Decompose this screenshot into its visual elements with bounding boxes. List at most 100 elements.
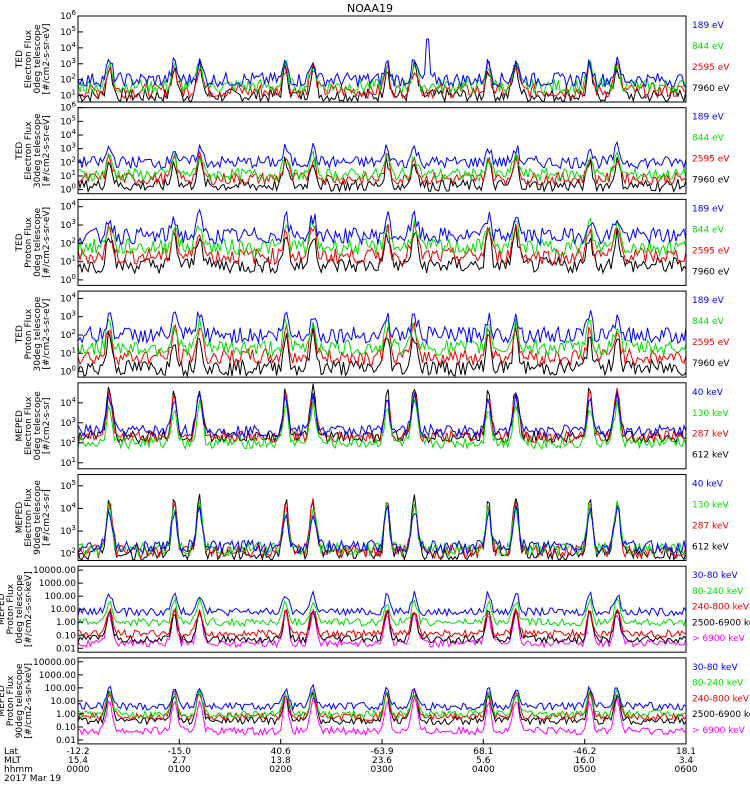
series-line xyxy=(77,222,687,266)
series-line xyxy=(77,60,687,104)
y-tick-label: 1.00 xyxy=(56,618,76,628)
y-axis-title: TEDElectron Flux30deg telescope[#/cm2-s-… xyxy=(15,113,52,188)
legend-item: 2500-6900 keV xyxy=(692,618,750,628)
series-line xyxy=(77,500,687,558)
legend-item: 2595 eV xyxy=(692,155,730,165)
y-tick-label: 104 xyxy=(60,501,76,514)
series-line xyxy=(77,216,687,257)
x-tick-label: -15.0 xyxy=(168,747,192,757)
y-tick-label: 103 xyxy=(60,310,76,323)
series-line xyxy=(77,59,687,95)
y-tick-label: 100 xyxy=(60,183,76,196)
y-tick-label: 101 xyxy=(60,346,76,359)
x-tick-label: 15.4 xyxy=(68,756,88,766)
legend-item: 189 eV xyxy=(692,113,725,123)
legend-item: 80-240 keV xyxy=(692,587,744,597)
x-tick-label: 0600 xyxy=(675,765,698,775)
legend-item: 844 eV xyxy=(692,317,725,327)
legend-item: 189 eV xyxy=(692,21,725,31)
x-row-label: 2017 Mar 19 xyxy=(4,774,61,784)
series-line xyxy=(77,504,687,556)
y-tick-label: 10.00 xyxy=(50,697,76,707)
legend-item: 130 keV xyxy=(692,409,729,419)
series-line xyxy=(77,321,687,367)
y-tick-label: 105 xyxy=(60,114,76,127)
x-tick-label: -12.2 xyxy=(66,747,89,757)
x-tick-label: 0000 xyxy=(67,765,90,775)
y-tick-label: 106 xyxy=(60,101,76,114)
panel-5: 101 102 103 104 MEPEDElectron Flux0deg teles… xyxy=(15,382,729,470)
y-tick-label: 101 xyxy=(60,89,76,102)
y-tick-label: 103 xyxy=(60,218,76,231)
series-line xyxy=(77,399,687,451)
panel-frame xyxy=(77,657,687,745)
series-line xyxy=(77,696,687,737)
legend-item: 240-800 keV xyxy=(692,603,750,613)
y-axis-title: MEPEDProton Flux0deg telescope[#/cm2-s-s… xyxy=(0,571,34,647)
y-tick-label: 10000.00 xyxy=(33,658,76,668)
y-tick-label: 0.01 xyxy=(56,644,76,654)
y-tick-label: 103 xyxy=(60,142,76,155)
y-axis-title: MEPEDElectron Flux90deg telescope[#/cm2-… xyxy=(15,480,52,555)
y-tick-label: 102 xyxy=(60,328,76,341)
y-tick-label: 104 xyxy=(60,128,76,141)
y-tick-label: 1.00 xyxy=(56,710,76,720)
legend-item: 189 eV xyxy=(692,204,725,214)
x-tick-label: 3.4 xyxy=(679,756,694,766)
legend-item: 30-80 keV xyxy=(692,571,738,581)
y-tick-label: 100.00 xyxy=(45,684,77,694)
series-line xyxy=(77,606,687,640)
y-tick-label: 100 xyxy=(60,365,76,378)
panel-frame xyxy=(77,198,687,286)
legend-item: 844 eV xyxy=(692,134,725,144)
legend-item: 287 keV xyxy=(692,521,729,531)
y-tick-label: 101 xyxy=(60,169,76,182)
x-tick-label: 0200 xyxy=(269,765,292,775)
panel-1: 101 102 103 104 105 106 TEDElectron Flux0deg t… xyxy=(15,9,730,104)
x-row-label: MLT xyxy=(4,756,22,766)
y-tick-label: 104 xyxy=(60,291,76,304)
legend-item: 40 keV xyxy=(692,480,724,490)
y-tick-label: 0.01 xyxy=(56,736,76,746)
series-line xyxy=(77,61,687,100)
y-tick-label: 1000.00 xyxy=(39,579,76,589)
panel-3: 100 101 102 103 104 TEDProton Flux0deg telesc… xyxy=(15,198,730,286)
series-line xyxy=(77,310,687,345)
legend-item: 844 eV xyxy=(692,42,725,52)
series-line xyxy=(77,596,687,628)
legend-item: 2595 eV xyxy=(692,246,730,256)
y-tick-label: 104 xyxy=(60,396,76,409)
legend-item: 130 keV xyxy=(692,500,729,510)
x-tick-label: 0100 xyxy=(168,765,191,775)
x-tick-label: 68.1 xyxy=(473,747,493,757)
legend-item: 2500-6900 keV xyxy=(692,710,750,720)
y-tick-label: 106 xyxy=(60,9,76,22)
panel-7: 0.01 0.10 1.00 10.00 100.00 1000.00 10000.00ME… xyxy=(0,565,750,654)
series-line xyxy=(77,140,687,170)
x-tick-label: 2.7 xyxy=(172,756,186,766)
y-tick-label: 100.00 xyxy=(45,592,77,602)
legend-item: 40 keV xyxy=(692,388,724,398)
y-tick-label: 103 xyxy=(60,524,76,537)
x-tick-label: 13.8 xyxy=(271,756,291,766)
legend-item: 287 keV xyxy=(692,430,729,440)
series-line xyxy=(77,317,687,358)
y-tick-label: 104 xyxy=(60,41,76,54)
y-axis-title: TEDProton Flux30deg telescope[#/cm2-s-sr… xyxy=(15,296,52,371)
y-tick-label: 102 xyxy=(60,155,76,168)
legend-item: 844 eV xyxy=(692,225,725,235)
y-tick-label: 101 xyxy=(60,255,76,268)
legend-item: 7960 eV xyxy=(692,176,730,186)
y-tick-label: 0.10 xyxy=(56,723,76,733)
legend-item: > 6900 keV xyxy=(692,634,746,644)
legend-item: 240-800 keV xyxy=(692,694,750,704)
legend-item: 2595 eV xyxy=(692,63,730,73)
y-tick-label: 102 xyxy=(60,436,76,449)
panel-frame xyxy=(77,15,687,103)
series-line xyxy=(77,155,687,194)
series-line xyxy=(77,493,687,562)
